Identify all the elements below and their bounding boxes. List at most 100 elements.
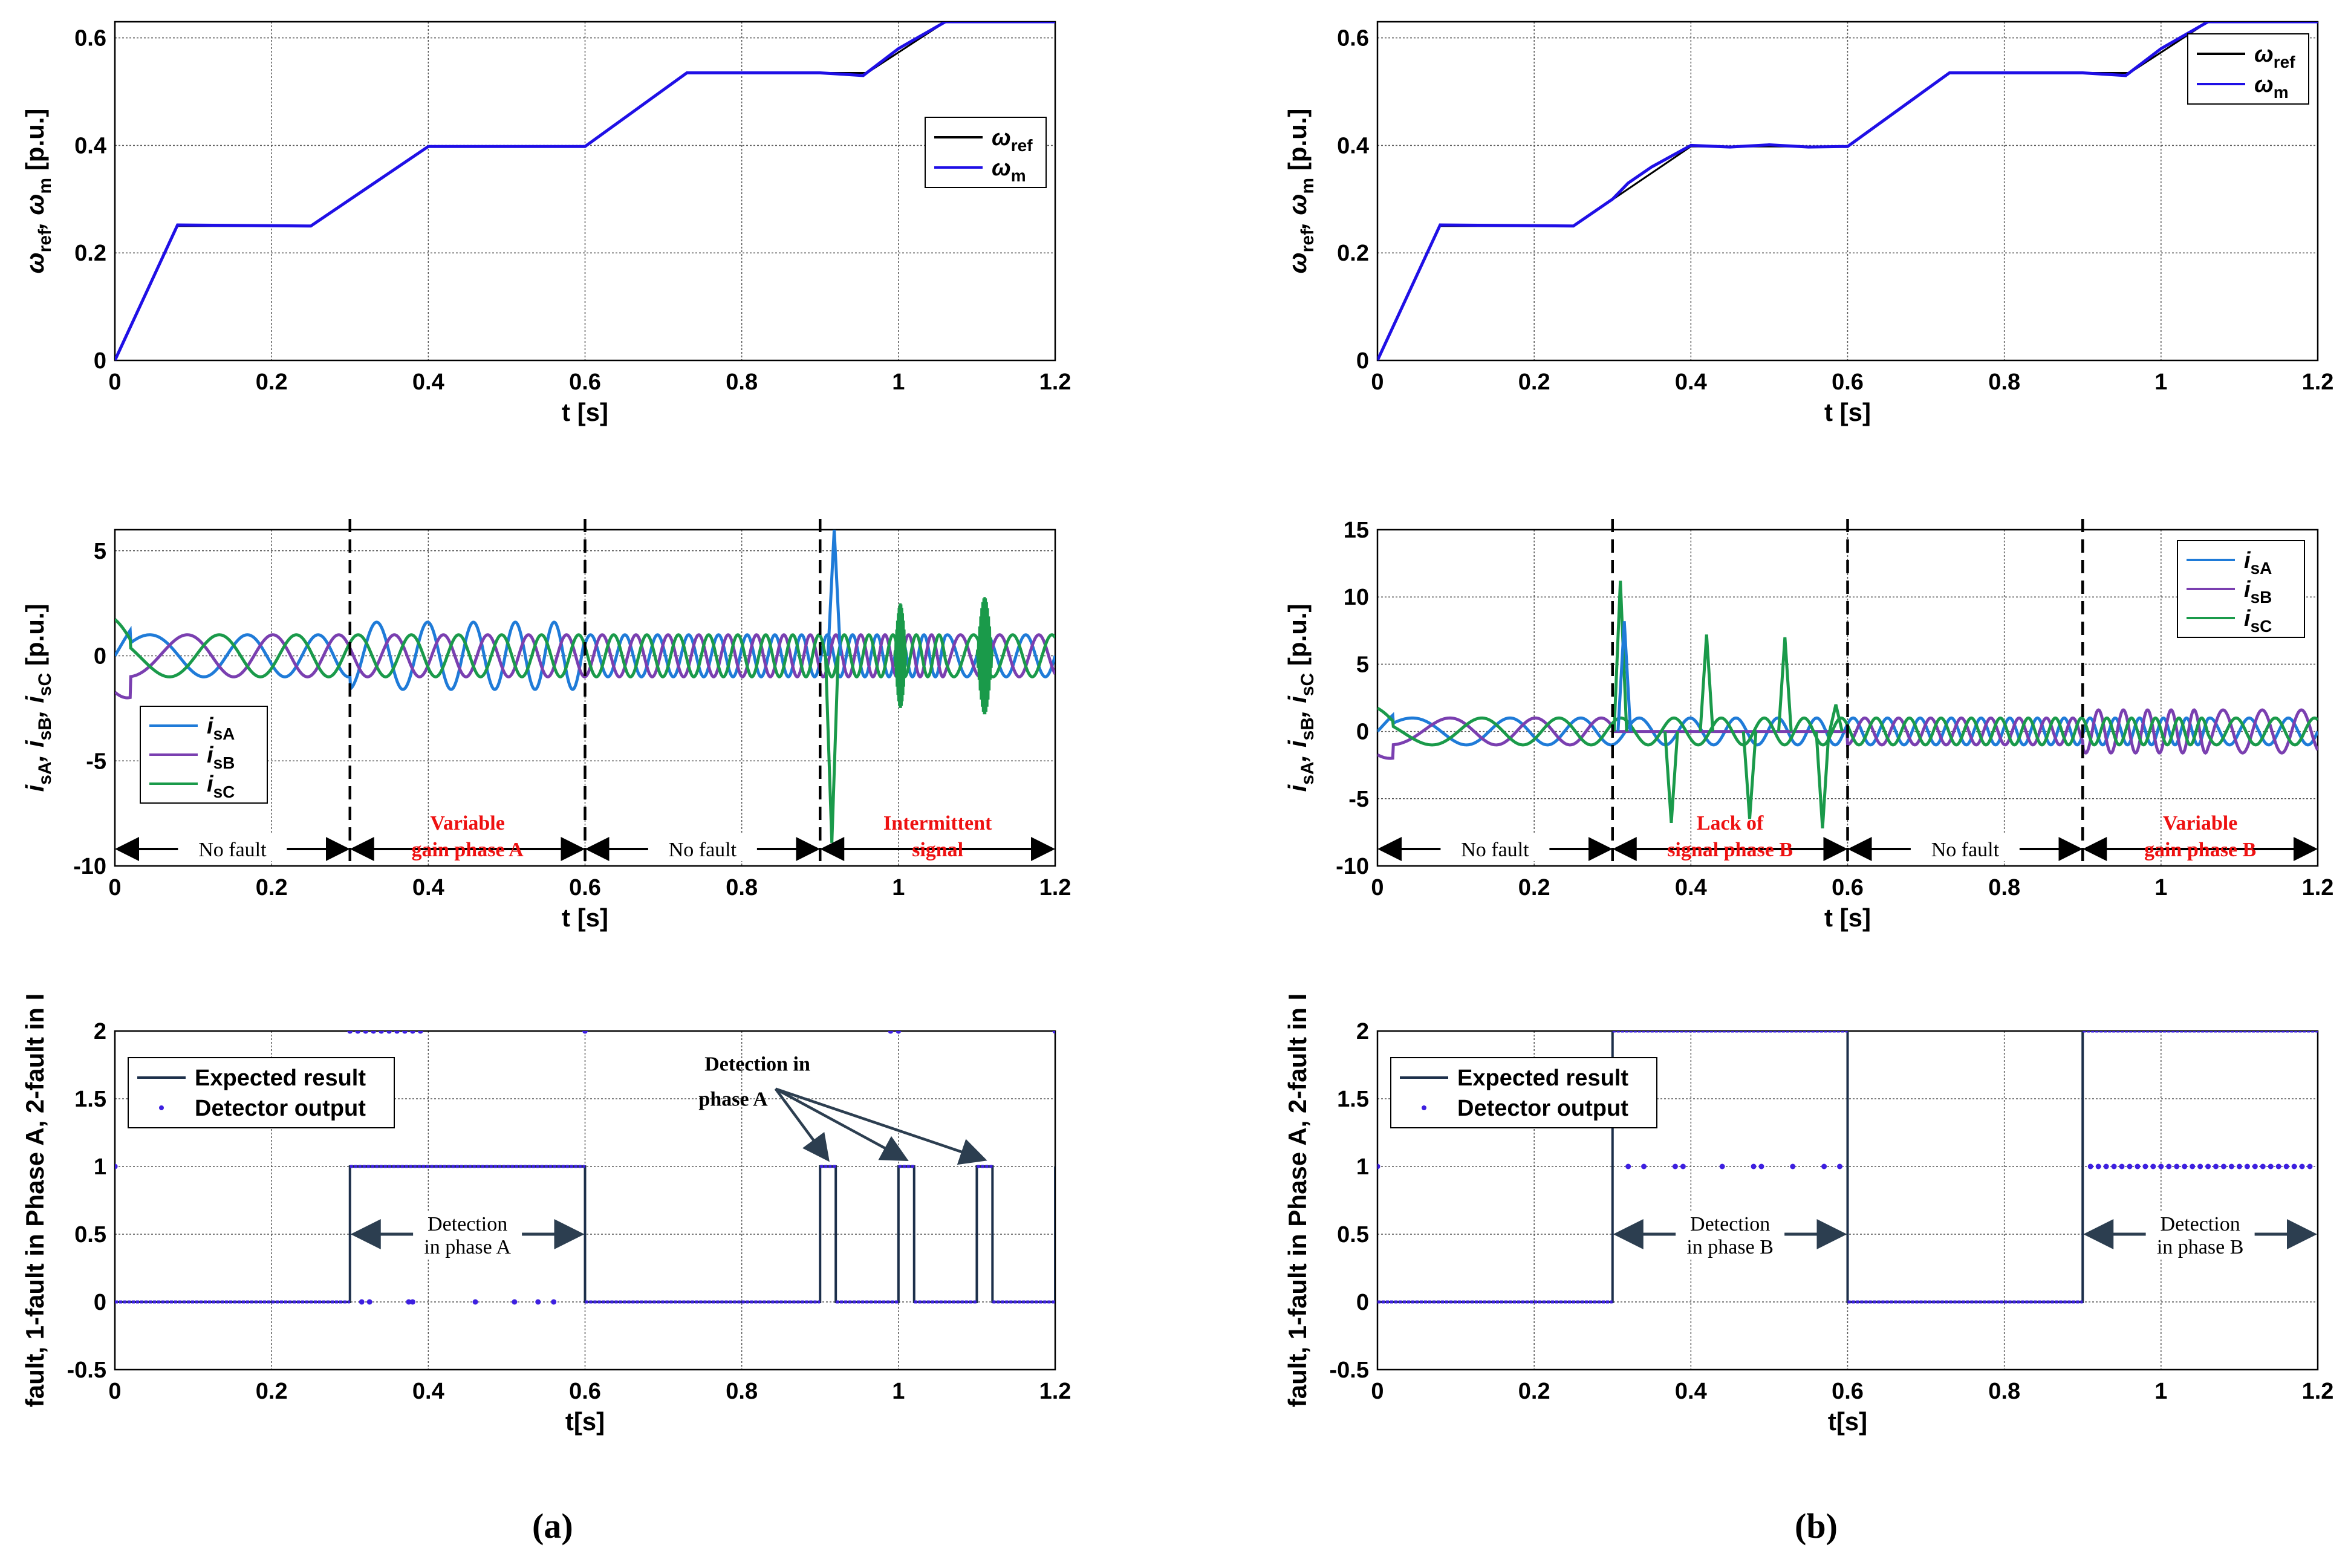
detector-output-point	[896, 1031, 902, 1034]
y-axis-label: ωref, ωm [p.u.]	[21, 109, 55, 274]
plot-area	[115, 22, 1055, 360]
chart-a-speed: 0 0.2 0.4 0.6 0.8 1 1.200.20.40.6t [s]ωref, ωm…	[21, 21, 1071, 426]
detector-output-point	[1719, 1163, 1725, 1169]
detector-output-point	[2228, 1163, 2234, 1169]
region-label-bg	[178, 834, 287, 861]
x-tick-label: 1	[892, 369, 905, 395]
x-tick-label: 0	[1371, 875, 1384, 900]
x-tick-label: 1	[892, 875, 905, 900]
detector-output-point	[2135, 1163, 2141, 1169]
x-axis-label: t [s]	[562, 903, 608, 932]
detector-output-point	[1751, 1163, 1757, 1169]
detector-output-point	[582, 1031, 588, 1034]
y-axis-label: fault, 1-fault in Phase A, 2-fault in I	[1283, 994, 1312, 1408]
y-tick-label: 1	[1356, 1154, 1369, 1180]
detector-output-point	[1758, 1163, 1764, 1169]
y-axis-label: isA, isB, isC [p.u.]	[21, 603, 55, 792]
y-tick-label: 1.5	[1337, 1087, 1369, 1112]
detection-label-bg	[1676, 1211, 1785, 1258]
panel-label-a: (a)	[532, 1506, 573, 1546]
x-axis-label: t [s]	[1824, 398, 1871, 426]
detector-output-point	[347, 1031, 353, 1034]
current-event-6	[1741, 731, 1758, 819]
y-tick-label: 0.6	[1337, 26, 1369, 51]
y-tick-label: -10	[73, 854, 106, 879]
y-label-part: sB	[35, 717, 55, 740]
x-tick-label: 0.6	[1832, 369, 1864, 395]
region-label: gain phase A	[412, 839, 524, 861]
legend-marker	[1422, 1105, 1426, 1110]
detector-output-point	[1790, 1163, 1796, 1169]
pointer-label: phase A	[698, 1088, 768, 1111]
y-label-part: sB	[1298, 717, 1318, 740]
y-label-part: m	[1298, 178, 1318, 194]
x-tick-label: 0	[108, 1379, 121, 1404]
y-label-part: sA	[35, 762, 55, 785]
detection-label-bg	[413, 1211, 522, 1258]
detector-output-point	[2182, 1163, 2188, 1169]
y-tick-label: 1	[94, 1154, 106, 1180]
detection-label: Detection	[2161, 1213, 2240, 1235]
detector-output-point	[406, 1299, 412, 1305]
current-event-0	[824, 656, 840, 843]
detector-output-point	[1837, 1163, 1843, 1169]
y-tick-label: -10	[1336, 854, 1369, 879]
region-label: No fault	[669, 839, 737, 861]
y-label-part: i	[1283, 784, 1312, 792]
pointer-arrow	[775, 1087, 987, 1165]
y-label-part: , i	[1283, 695, 1312, 718]
y-label-part: m	[35, 178, 55, 194]
x-tick-label: 0.4	[412, 1379, 444, 1404]
x-tick-label: 0.4	[1675, 369, 1707, 395]
detector-output-point	[2095, 1163, 2101, 1169]
pointer-arrow	[774, 1088, 830, 1162]
plot-area	[1377, 22, 2318, 360]
y-tick-label: 10	[1344, 585, 1369, 610]
current-event-3	[975, 597, 994, 715]
detector-output-point	[366, 1299, 372, 1305]
y-tick-label: 5	[1356, 652, 1369, 677]
detector-output-point	[386, 1031, 392, 1034]
y-label-part: sC	[1298, 673, 1318, 696]
current-series-1	[1377, 708, 2318, 760]
x-tick-label: 0.6	[1832, 875, 1864, 900]
legend-label: isA	[207, 714, 235, 743]
x-tick-label: 0.8	[1988, 1379, 2020, 1404]
chart-b-fault: 0 0.2 0.4 0.6 0.8 1 1.2-0.500.511.52t[s]fault,…	[1283, 994, 2333, 1436]
x-tick-label: 0.4	[1675, 1379, 1707, 1404]
x-tick-label: 0.6	[569, 1379, 601, 1404]
detector-output-point	[2283, 1163, 2289, 1169]
legend-label: ωref	[992, 125, 1033, 155]
y-tick-label: 0	[1356, 1290, 1369, 1315]
x-tick-label: 0.2	[1518, 1379, 1550, 1404]
region-label: Variable	[430, 812, 504, 834]
x-tick-label: 0	[1371, 1379, 1384, 1404]
y-tick-label: 2	[94, 1019, 106, 1044]
legend-label: Detector output	[195, 1096, 366, 1121]
x-tick-label: 0.2	[1518, 369, 1550, 395]
x-tick-label: 0.8	[726, 369, 758, 395]
legend-label: isB	[207, 743, 235, 772]
chart-a-fault: 0 0.2 0.4 0.6 0.8 1 1.2-0.500.511.52t[s]fault,…	[21, 994, 1071, 1436]
legend-label: isC	[207, 772, 235, 801]
detector-output-point	[2103, 1163, 2109, 1169]
x-tick-label: 0.6	[569, 875, 601, 900]
detector-output-point	[512, 1299, 518, 1305]
detection-label: in phase A	[424, 1236, 511, 1258]
detector-output-point	[2119, 1163, 2125, 1169]
region-label-bg	[1440, 834, 1550, 861]
panel-label-b: (b)	[1795, 1506, 1838, 1546]
x-tick-label: 0	[108, 369, 121, 395]
y-label-part: , i	[21, 695, 49, 718]
x-tick-label: 0.2	[256, 369, 288, 395]
y-label-part: fault, 1-fault in Phase A, 2-fault in I	[1283, 994, 1312, 1408]
detector-output-point	[2150, 1163, 2156, 1169]
y-label-part: , ω	[1283, 194, 1312, 230]
current-event-5	[1663, 731, 1679, 824]
y-tick-label: 0	[1356, 720, 1369, 745]
y-tick-label: -5	[1348, 787, 1369, 812]
detector-output-point	[2087, 1163, 2093, 1169]
detector-output-point	[2268, 1163, 2274, 1169]
